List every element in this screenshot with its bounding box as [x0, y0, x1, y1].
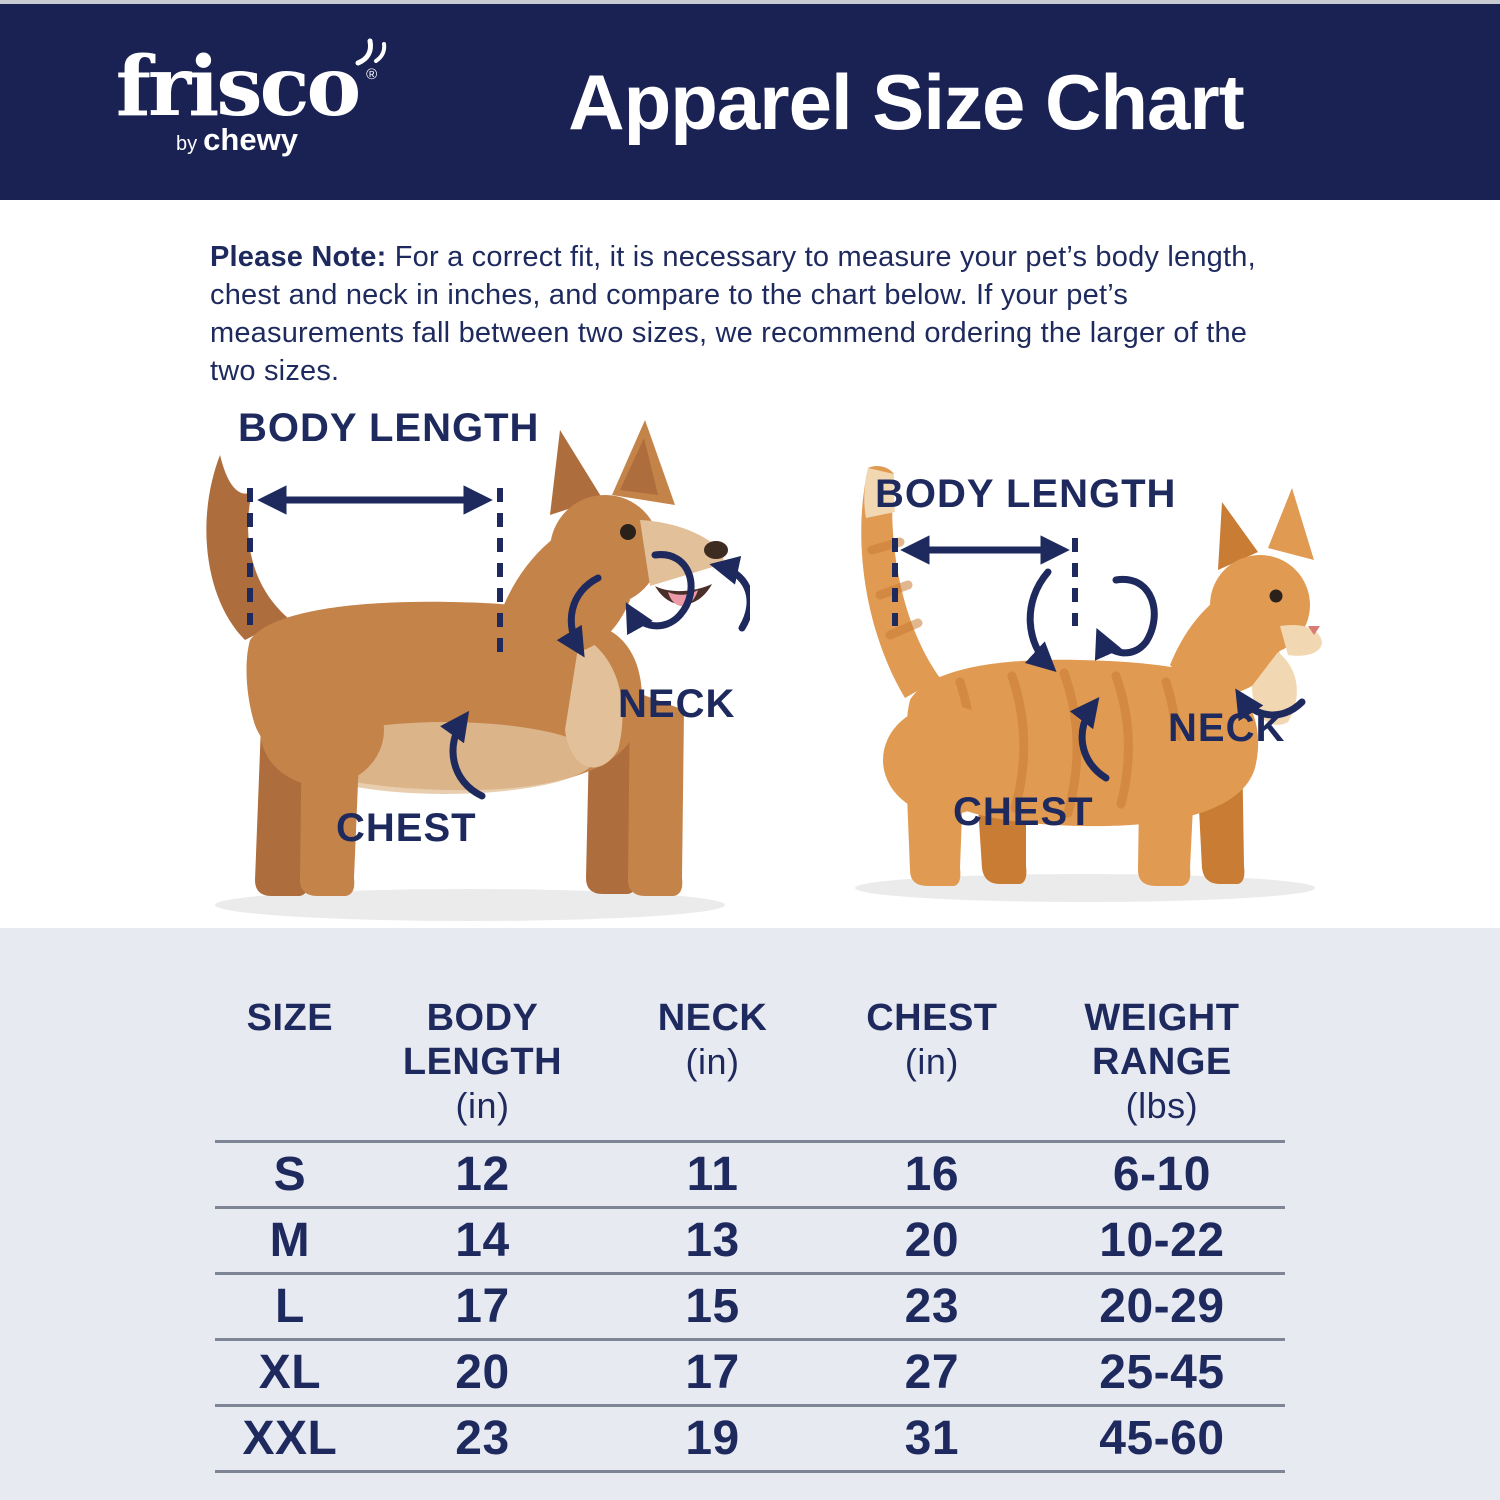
cell-body-length: 14: [455, 1214, 510, 1267]
cat-silhouette: [855, 466, 1322, 902]
cat-eye: [1269, 589, 1283, 603]
table-row: L 17 15 23 20-29: [215, 1275, 1285, 1341]
column-header-neck: NECK (in): [657, 997, 768, 1082]
cell-weight: 25-45: [1099, 1346, 1225, 1399]
cell-size: M: [269, 1214, 311, 1267]
cell-neck: 13: [685, 1214, 740, 1267]
cat-chest-arc-arrow: [1069, 697, 1110, 782]
swish-icon: [355, 38, 387, 66]
frisco-logo: frisco ® by chewy: [92, 38, 387, 159]
column-header-body-length: BODY LENGTH (in): [402, 997, 563, 1126]
column-header-chest: CHEST (in): [866, 997, 998, 1082]
cell-size: S: [273, 1148, 307, 1201]
dog-chest-label: CHEST: [336, 806, 477, 850]
cell-neck: 19: [685, 1412, 740, 1465]
cell-size: XL: [258, 1346, 322, 1399]
cell-chest: 20: [904, 1214, 960, 1267]
table-header-row: SIZE BODY LENGTH (in) NECK (in) CHEST (i…: [215, 996, 1285, 1143]
page-title: Apparel Size Chart: [568, 57, 1245, 146]
cell-chest: 31: [904, 1412, 960, 1465]
table-row: XL 20 17 27 25-45: [215, 1341, 1285, 1407]
column-header-weight-range: WEIGHT RANGE (lbs): [1084, 997, 1240, 1126]
dog-nose: [704, 541, 728, 559]
cat-far-ear: [1218, 502, 1258, 570]
dog-measurement-figure: BODY LENGTH NECK CHEST: [150, 400, 750, 935]
cell-body-length: 12: [455, 1148, 510, 1201]
table-row: XXL 23 19 31 45-60: [215, 1407, 1285, 1473]
cat-neck-arc-arrow: [1235, 688, 1306, 722]
cell-neck: 17: [685, 1346, 740, 1399]
byline-by-text: by: [176, 133, 198, 155]
cat-chest-label: CHEST: [953, 790, 1094, 834]
dog-illustration: [206, 420, 750, 921]
frisco-wordmark: frisco ®: [116, 38, 387, 129]
fit-note-label: Please Note:: [210, 241, 387, 273]
dog-neck-loop-arrow: [625, 551, 695, 636]
cat-neck-label: NECK: [1168, 706, 1286, 750]
column-header-size: SIZE: [246, 997, 334, 1039]
cell-chest: 27: [904, 1346, 960, 1399]
cell-weight: 45-60: [1099, 1412, 1225, 1465]
dog-neck-arc-arrow: [709, 555, 750, 632]
registered-mark: ®: [366, 66, 377, 83]
dog-mouth: [655, 584, 712, 605]
cat-shoulder-arrow: [1024, 568, 1057, 672]
cell-weight: 10-22: [1099, 1214, 1225, 1267]
table-row: M 14 13 20 10-22: [215, 1209, 1285, 1275]
dog-muzzle: [640, 520, 724, 586]
dog-shoulder-arrow: [556, 574, 602, 658]
dog-body-length-label: BODY LENGTH: [238, 406, 540, 450]
page-header: frisco ® by chewy Apparel Size Chart: [0, 0, 1500, 200]
dog-eye: [620, 524, 636, 540]
cell-neck: 11: [686, 1148, 739, 1201]
cell-body-length: 23: [455, 1412, 510, 1465]
cat-illustration: [855, 466, 1322, 902]
cell-weight: 20-29: [1099, 1280, 1225, 1333]
cat-measurement-figure: BODY LENGTH NECK CHEST: [810, 430, 1370, 910]
cat-nose: [1308, 626, 1320, 635]
cat-tail: [861, 466, 940, 698]
dog-head: [550, 495, 660, 605]
cat-near-ear: [1268, 488, 1314, 560]
cell-chest: 23: [904, 1280, 960, 1333]
dog-annotations: [247, 485, 750, 800]
cell-chest: 16: [904, 1148, 960, 1201]
dog-chest-arc-arrow: [440, 710, 486, 800]
byline: by chewy: [92, 122, 382, 159]
dog-silhouette: [206, 420, 728, 921]
size-table-section: SIZE BODY LENGTH (in) NECK (in) CHEST (i…: [0, 928, 1500, 1500]
frisco-brand-text: frisco: [115, 39, 361, 135]
cell-body-length: 20: [455, 1346, 510, 1399]
size-table: SIZE BODY LENGTH (in) NECK (in) CHEST (i…: [215, 996, 1285, 1473]
cell-neck: 15: [685, 1280, 740, 1333]
cell-body-length: 17: [455, 1280, 510, 1333]
cell-size: XXL: [242, 1412, 338, 1465]
cell-weight: 6-10: [1112, 1148, 1211, 1201]
fit-note-body: For a correct fit, it is necessary to me…: [210, 241, 1256, 387]
chewy-wordmark: chewy: [203, 122, 298, 157]
cell-size: L: [274, 1280, 305, 1333]
cat-muzzle: [1280, 624, 1322, 656]
dog-far-ear: [550, 430, 602, 515]
cat-neck-loop-arrow: [1094, 575, 1158, 661]
fit-note: Please Note: For a correct fit, it is ne…: [210, 238, 1285, 390]
table-row: S 12 11 16 6-10: [215, 1143, 1285, 1209]
cat-annotations: [892, 535, 1306, 782]
dog-neck-label: NECK: [618, 682, 736, 726]
cat-body-length-label: BODY LENGTH: [875, 472, 1177, 516]
